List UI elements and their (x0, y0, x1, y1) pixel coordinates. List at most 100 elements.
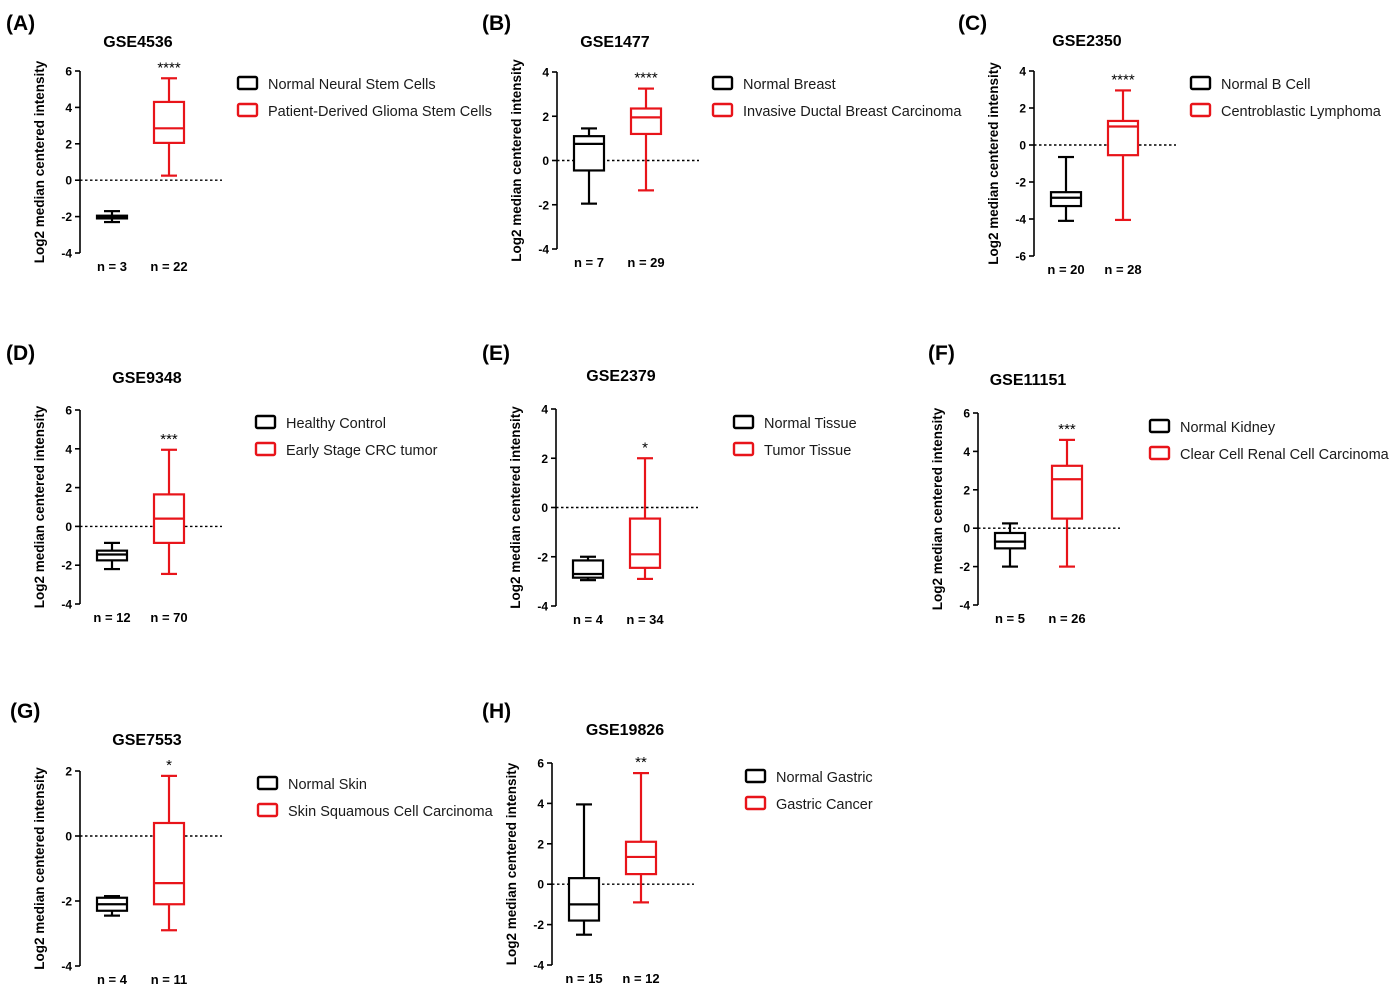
boxplot-case: n = 29 (627, 87, 665, 270)
n-label: n = 22 (150, 259, 187, 274)
y-tick-label: 6 (537, 757, 544, 771)
n-label: n = 5 (995, 611, 1025, 626)
y-tick-label: 2 (963, 483, 970, 497)
box-iqr (152, 821, 186, 906)
legend-label: Gastric Cancer (776, 797, 873, 813)
y-tick-label: 2 (65, 765, 72, 779)
legend-swatch (732, 441, 755, 457)
panel-letter: (F) (928, 342, 955, 365)
box-iqr (1049, 191, 1083, 208)
y-tick-label: 2 (65, 137, 72, 151)
y-tick-label: 4 (65, 442, 72, 456)
legend-swatch (711, 75, 734, 91)
legend: Healthy Control Early Stage CRC tumor (254, 414, 438, 459)
panel-letter: (E) (482, 342, 510, 365)
y-axis-title: Log2 median centered intensity (986, 62, 1001, 265)
y-tick-label: -4 (61, 960, 72, 974)
panel-letter: (H) (482, 700, 511, 723)
y-tick-label: -2 (61, 895, 72, 909)
y-tick-label: -4 (533, 959, 544, 973)
n-label: n = 34 (626, 612, 664, 627)
boxplot-control: n = 4 (571, 555, 605, 627)
panel-gse11151: (F) GSE11151 6 4 2 0 -2 -4 Log2 median centered … (928, 342, 1390, 626)
boxplot-case: n = 34 (626, 457, 664, 627)
panel-title: GSE9348 (112, 370, 181, 387)
legend-swatch (1148, 445, 1171, 461)
boxplot-control: n = 4 (95, 895, 129, 987)
y-axis-title: Log2 median centered intensity (32, 60, 47, 263)
y-axis-title: Log2 median centered intensity (509, 59, 524, 262)
box-iqr (1050, 464, 1084, 520)
boxplot-control: n = 3 (95, 210, 129, 274)
legend-label: Early Stage CRC tumor (286, 443, 438, 459)
legend-swatch (256, 775, 279, 791)
boxplot-case: n = 22 (150, 77, 188, 274)
y-tick-label: -2 (61, 559, 72, 573)
panel-letter: (B) (482, 12, 511, 35)
boxplot-control: n = 7 (572, 127, 606, 270)
y-tick-label: 0 (542, 154, 549, 168)
box-iqr (567, 877, 601, 922)
boxplot-control: n = 5 (993, 522, 1027, 626)
boxplot-case: n = 12 (622, 771, 660, 986)
significance-marker: *** (1058, 421, 1076, 438)
y-tick-label: -2 (533, 918, 544, 932)
y-tick-label: 4 (542, 66, 549, 80)
legend-label: Skin Squamous Cell Carcinoma (288, 804, 494, 820)
y-tick-label: -2 (1015, 176, 1026, 190)
y-tick-label: 2 (1019, 102, 1026, 116)
y-tick-label: 4 (541, 403, 548, 417)
legend-label: Normal B Cell (1221, 77, 1310, 93)
legend-label: Patient-Derived Glioma Stem Cells (268, 104, 492, 120)
y-tick-label: 0 (65, 174, 72, 188)
legend: Normal Skin Skin Squamous Cell Carcinoma (256, 775, 494, 820)
boxplot-control: n = 15 (565, 803, 603, 986)
panel-letter: (C) (958, 12, 987, 35)
y-tick-label: 0 (65, 830, 72, 844)
y-tick-label: 4 (1019, 65, 1026, 79)
y-tick-label: 4 (963, 445, 970, 459)
n-label: n = 3 (97, 259, 127, 274)
y-tick-label: 2 (542, 110, 549, 124)
panel-letter: (G) (10, 700, 40, 723)
y-axis-title: Log2 median centered intensity (930, 407, 945, 610)
legend-label: Normal Breast (743, 77, 836, 93)
panel-title: GSE11151 (990, 372, 1067, 389)
n-label: n = 26 (1048, 611, 1085, 626)
y-tick-label: 6 (963, 407, 970, 421)
legend-label: Normal Tissue (764, 416, 857, 432)
panel-gse1477: (B) GSE1477 4 2 0 -2 -4 Log2 median centered in… (482, 12, 962, 270)
panel-gse7553: (G) GSE7553 2 0 -2 -4 Log2 median centered int… (10, 700, 494, 987)
boxplot-case: n = 11 (151, 774, 187, 987)
legend-label: Normal Neural Stem Cells (268, 77, 436, 93)
boxplot-case: n = 28 (1104, 89, 1142, 277)
legend-label: Normal Skin (288, 777, 367, 793)
legend-swatch (256, 802, 279, 818)
n-label: n = 4 (97, 972, 128, 987)
n-label: n = 29 (627, 255, 664, 270)
y-tick-label: -4 (1015, 213, 1026, 227)
y-axis-title: Log2 median centered intensity (32, 767, 47, 970)
significance-marker: * (642, 439, 648, 456)
box-iqr (571, 559, 605, 579)
y-tick-label: -4 (538, 243, 549, 257)
legend-label: Invasive Ductal Breast Carcinoma (743, 104, 962, 120)
legend: Normal Breast Invasive Ductal Breast Carc… (711, 75, 962, 120)
box-iqr (572, 135, 606, 172)
legend-swatch (744, 795, 767, 811)
n-label: n = 15 (565, 971, 602, 986)
y-axis-title: Log2 median centered intensity (504, 762, 519, 965)
y-tick-label: -4 (959, 599, 970, 613)
panel-gse9348: (D) GSE9348 6 4 2 0 -2 -4 Log2 median centered i… (6, 342, 438, 625)
y-tick-label: -6 (1015, 250, 1026, 264)
legend-label: Tumor Tissue (764, 443, 851, 459)
y-tick-label: -2 (959, 560, 970, 574)
panel-title: GSE7553 (112, 732, 181, 749)
boxplot-control: n = 20 (1047, 155, 1085, 277)
significance-marker: **** (157, 59, 181, 76)
legend-swatch (744, 768, 767, 784)
legend-label: Normal Kidney (1180, 420, 1276, 436)
y-tick-label: 0 (541, 501, 548, 515)
panel-title: GSE2350 (1052, 33, 1121, 50)
legend: Normal Neural Stem Cells Patient-Derived … (236, 75, 492, 120)
